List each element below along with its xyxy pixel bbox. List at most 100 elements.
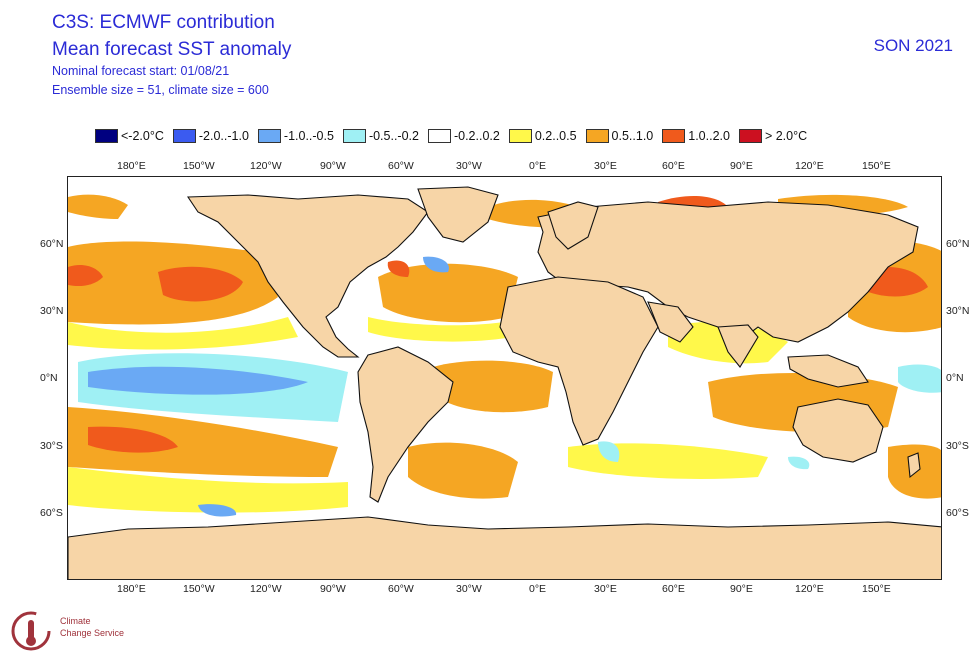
- land-new-zealand: [907, 452, 921, 479]
- legend-label: 0.2..0.5: [534, 129, 577, 143]
- land-masses: [68, 186, 941, 579]
- legend-swatch: [508, 129, 532, 143]
- lon-tick-top: 60°W: [388, 160, 414, 172]
- map-svg: [68, 186, 941, 579]
- lat-tick-left: 30°S: [40, 440, 63, 452]
- lon-tick-top: 90°W: [320, 160, 346, 172]
- land-scandinavia: [547, 201, 599, 250]
- legend-swatch: [662, 129, 686, 143]
- lon-tick-top: 180°E: [117, 160, 146, 172]
- legend-item: -0.2..0.2: [427, 126, 500, 146]
- lat-tick-right: 60°N: [946, 238, 970, 250]
- legend-item: -1.0..-0.5: [257, 126, 334, 146]
- lon-tick-bottom: 60°E: [662, 583, 685, 595]
- legend-label: -2.0..-1.0: [198, 129, 249, 143]
- lon-tick-bottom: 90°W: [320, 583, 346, 595]
- anomaly-field: [88, 366, 308, 395]
- legend-item: <-2.0°C: [95, 126, 164, 146]
- lon-tick-top: 150°W: [183, 160, 215, 172]
- lon-tick-top: 0°E: [529, 160, 547, 172]
- lon-tick-bottom: 150°E: [862, 583, 891, 595]
- lon-tick-bottom: 30°E: [594, 583, 617, 595]
- legend-item: -0.5..-0.2: [342, 126, 419, 146]
- lat-tick-left: 60°N: [40, 238, 64, 250]
- logo-text-line2: Change Service: [60, 628, 125, 638]
- lat-tick-right: 30°N: [946, 305, 970, 317]
- anomaly-field: [387, 260, 410, 277]
- lat-tick-left: 30°N: [40, 305, 64, 317]
- legend-swatch: [257, 129, 281, 143]
- season-label: SON 2021: [873, 36, 953, 55]
- lon-tick-bottom: 90°E: [730, 583, 753, 595]
- land-india: [717, 324, 759, 368]
- land-greenland: [417, 186, 499, 243]
- forecast-start-text: Nominal forecast start: 01/08/21: [52, 64, 230, 78]
- legend-item: > 2.0°C: [738, 126, 808, 146]
- lon-tick-top: 120°E: [795, 160, 824, 172]
- lon-tick-top: 30°W: [456, 160, 482, 172]
- logo-emblem-icon: [11, 611, 51, 651]
- land-africa: [499, 276, 659, 446]
- anomaly-field: [898, 364, 941, 393]
- anomaly-field: [68, 407, 338, 477]
- legend-label: 1.0..2.0: [688, 129, 730, 143]
- legend-label: > 2.0°C: [764, 129, 808, 143]
- lon-tick-top: 120°W: [250, 160, 282, 172]
- legend-swatch: [342, 129, 366, 143]
- anomaly-field: [598, 441, 620, 462]
- lat-tick-right: 30°S: [946, 440, 969, 452]
- anomaly-field: [68, 265, 103, 287]
- legend-item: 0.5..1.0: [585, 126, 654, 146]
- legend-swatch: [95, 129, 118, 143]
- lon-tick-top: 60°E: [662, 160, 685, 172]
- anomaly-field: [198, 504, 237, 517]
- map-subtitle: Mean forecast SST anomaly: [52, 39, 292, 60]
- lon-tick-bottom: 150°W: [183, 583, 215, 595]
- ensemble-size-text: Ensemble size = 51, climate size = 600: [52, 83, 269, 97]
- legend-label: -0.5..-0.2: [368, 129, 419, 143]
- anomaly-field: [68, 467, 348, 513]
- lon-tick-bottom: 120°W: [250, 583, 282, 595]
- lat-tick-left: 60°S: [40, 507, 63, 519]
- anomaly-field: [68, 317, 298, 350]
- lon-tick-bottom: 60°W: [388, 583, 414, 595]
- land-arabia: [647, 301, 694, 343]
- legend-item: 1.0..2.0: [662, 126, 730, 146]
- lon-tick-bottom: 120°E: [795, 583, 824, 595]
- lon-tick-top: 150°E: [862, 160, 891, 172]
- legend-swatch: [427, 129, 451, 143]
- anomaly-field: [88, 426, 178, 453]
- legend-swatch: [585, 129, 609, 143]
- legend-label: -1.0..-0.5: [283, 129, 334, 143]
- anomaly-fields: [68, 194, 941, 517]
- anomaly-field: [788, 456, 810, 470]
- legend-label: <-2.0°C: [121, 129, 164, 143]
- lon-tick-top: 30°E: [594, 160, 617, 172]
- color-legend: <-2.0°C -2.0..-1.0 -1.0..-0.5 -0.5..-0.2…: [95, 126, 816, 146]
- legend-swatch: [172, 129, 196, 143]
- lat-tick-right: 60°S: [946, 507, 969, 519]
- land-south-america: [357, 346, 454, 503]
- anomaly-field: [423, 256, 449, 273]
- land-antarctica: [68, 516, 941, 579]
- climate-change-service-logo: Climate Change Service: [8, 608, 124, 659]
- anomaly-field: [158, 266, 243, 302]
- legend-swatch: [738, 129, 762, 143]
- lat-tick-left: 0°N: [40, 372, 58, 384]
- map-title: C3S: ECMWF contribution: [52, 12, 275, 33]
- lat-tick-right: 0°N: [946, 372, 964, 384]
- anomaly-field: [378, 263, 518, 323]
- logo-text-line1: Climate: [60, 616, 91, 626]
- sst-anomaly-map: [67, 176, 942, 580]
- legend-item: -2.0..-1.0: [172, 126, 249, 146]
- lon-tick-bottom: 30°W: [456, 583, 482, 595]
- land-australia: [792, 398, 884, 463]
- anomaly-field: [433, 360, 553, 413]
- anomaly-field: [408, 442, 518, 499]
- anomaly-field: [568, 443, 768, 479]
- legend-label: 0.5..1.0: [611, 129, 654, 143]
- lon-tick-top: 90°E: [730, 160, 753, 172]
- anomaly-field: [68, 194, 128, 219]
- land-se-asia: [787, 354, 869, 388]
- lon-tick-bottom: 180°E: [117, 583, 146, 595]
